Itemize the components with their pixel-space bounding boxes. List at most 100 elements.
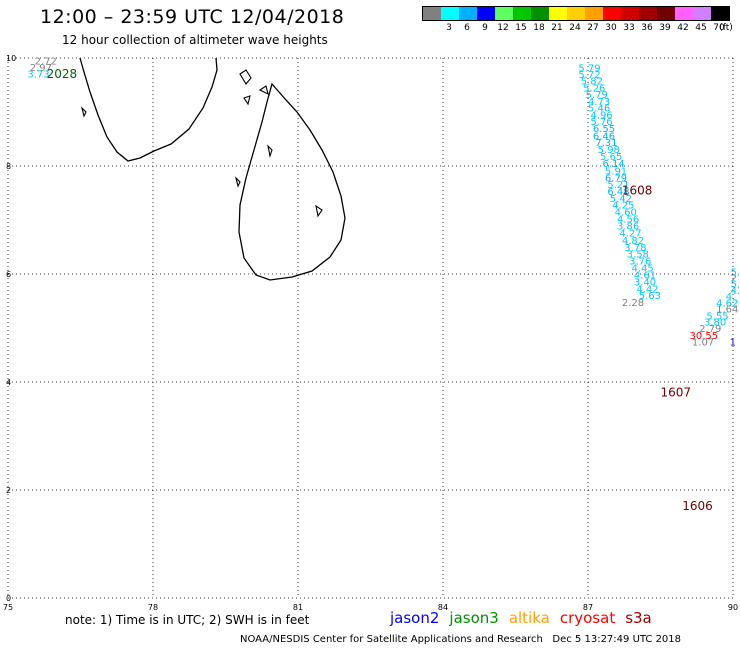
color-scale-label: 36: [641, 23, 653, 33]
legend-item-s3a: s3a: [625, 609, 652, 627]
wave-height-value: 5.82: [581, 76, 603, 87]
wave-height-value: 5.98: [598, 145, 620, 156]
wave-height-value: 3.58: [627, 249, 649, 260]
color-scale-label: 27: [587, 23, 599, 33]
color-scale-swatch: [675, 7, 693, 20]
wave-height-value: 6.14: [603, 159, 625, 170]
color-scale-labels: 3 6 9 12 15 18 21 24 27 30 33 36 39 42 45 70 (ft): [422, 23, 733, 35]
pass-time-label: 1608: [622, 184, 653, 198]
legend-item-jason3: jason3: [449, 609, 499, 627]
wave-height-color-scale: 3 6 9 12 15 18 21 24 27 30 33 36 39 42 45 70 (ft): [422, 6, 733, 35]
color-scale-swatch: [441, 7, 459, 20]
color-scale-label: 30: [605, 23, 617, 33]
wave-height-value: 3.73: [27, 69, 49, 80]
page-title: 12:00 – 23:59 UTC 12/04/2018: [40, 6, 345, 28]
wave-height-value: 3.78: [624, 243, 646, 254]
wave-height-value: 5.63: [639, 291, 661, 302]
wave-height-value: 5.55: [706, 311, 728, 322]
wave-height-value: 1.07: [692, 337, 714, 348]
color-scale-swatch: [549, 7, 567, 20]
wave-height-value: 5.72: [578, 70, 600, 81]
color-scale-label: 12: [497, 23, 509, 33]
wave-height-value: 5.42: [610, 194, 632, 205]
y-tick-label: 4: [6, 378, 11, 387]
legend-item-cryosat: cryosat: [559, 609, 616, 627]
wave-height-value: 6.79: [605, 174, 627, 185]
wave-height-value: 4.96: [590, 110, 612, 121]
color-scale-label: 33: [623, 23, 635, 33]
color-scale-swatch: [603, 7, 621, 20]
color-scale-label: 70: [713, 23, 725, 33]
color-scale-swatch: [459, 7, 477, 20]
wave-height-value: 5.: [731, 280, 740, 291]
wave-height-value: 2.28: [622, 298, 644, 309]
island-fragments: [80, 69, 323, 218]
india-coastline: [79, 57, 218, 162]
legend-item-jason2: jason2: [390, 609, 440, 627]
wave-height-value: 7.31: [595, 138, 617, 149]
wave-height-value: 30.55: [690, 331, 719, 342]
wave-height-value: 3.80: [704, 317, 726, 328]
color-scale-label: 45: [695, 23, 707, 33]
timestamp: Dec 5 13:27:49 UTC 2018: [552, 634, 682, 645]
satellite-legend: jason2 jason3 altika cryosat s3a: [390, 609, 662, 627]
color-scale-label: 3: [446, 23, 452, 33]
wave-height-value: 4.82: [622, 236, 644, 247]
color-scale-swatch: [477, 7, 495, 20]
units-note: note: 1) Time is in UTC; 2) SWH is in fe…: [65, 613, 310, 627]
color-scale-label: 6: [464, 23, 470, 33]
color-scale-boxes: [422, 6, 730, 21]
x-tick-label: 87: [583, 603, 593, 612]
color-scale-label: 39: [659, 23, 671, 33]
wave-height-value: 5.21: [607, 180, 629, 191]
wave-height-value: 5.26: [583, 83, 605, 94]
color-scale-swatch: [711, 7, 729, 20]
wave-height-value: 1: [730, 337, 736, 348]
color-scale-swatch: [513, 7, 531, 20]
color-scale-swatch: [423, 7, 441, 20]
x-tick-label: 81: [293, 603, 303, 612]
wave-height-value: 5.76: [590, 117, 612, 128]
credit-line: NOAA/NESDIS Center for Satellite Applica…: [240, 634, 681, 645]
color-scale-swatch: [531, 7, 549, 20]
sri-lanka-coastline: [238, 82, 346, 281]
y-tick-label: 2: [6, 486, 11, 495]
wave-height-value: 5.65: [600, 152, 622, 163]
color-scale-unit: (ft): [719, 23, 733, 33]
y-tick-label: 6: [6, 270, 11, 279]
color-scale-label: 18: [533, 23, 545, 33]
color-scale-swatch: [567, 7, 585, 20]
wave-height-value: 5.46: [588, 103, 610, 114]
wave-height-value: 3.86: [617, 222, 639, 233]
y-tick-label: 0: [6, 594, 11, 603]
wave-height-value: 3.40: [634, 277, 656, 288]
wave-height-value: 2.79: [699, 324, 721, 335]
wave-height-value: 2: [731, 274, 737, 285]
wave-height-value: 6.48: [607, 187, 629, 198]
wave-height-value: 2.97: [30, 63, 52, 74]
color-scale-swatch: [621, 7, 639, 20]
color-scale-label: 15: [515, 23, 527, 33]
x-tick-label: 75: [3, 603, 13, 612]
wave-height-value: 5.79: [578, 64, 600, 75]
x-tick-label: 90: [728, 603, 738, 612]
wave-height-value: 5.: [731, 268, 740, 279]
color-scale-swatch: [639, 7, 657, 20]
x-tick-label: 78: [148, 603, 158, 612]
color-scale-swatch: [693, 7, 711, 20]
legend-item-altika: altika: [508, 609, 550, 627]
wave-height-observations: 2.722.973.735.795.725.825.265.794.735.46…: [27, 56, 740, 348]
y-tick-label: 8: [6, 162, 11, 171]
wave-height-value: 4.61: [634, 270, 656, 281]
wave-height-value: 4.45: [632, 263, 654, 274]
wave-height-value: 6.55: [593, 124, 615, 135]
wave-height-value: 1.64: [716, 304, 738, 315]
wave-height-value: 5.79: [586, 90, 608, 101]
credit-text: NOAA/NESDIS Center for Satellite Applica…: [240, 634, 543, 645]
wave-height-value: 4.62: [716, 298, 738, 309]
wave-height-value: 4.: [726, 292, 736, 303]
lat-lon-grid: [7, 57, 734, 599]
wave-height-value: 4.73: [588, 97, 610, 108]
pass-time-label: 2028: [47, 67, 78, 81]
pass-time-labels: 2028 1608 1607 1606: [47, 67, 713, 513]
